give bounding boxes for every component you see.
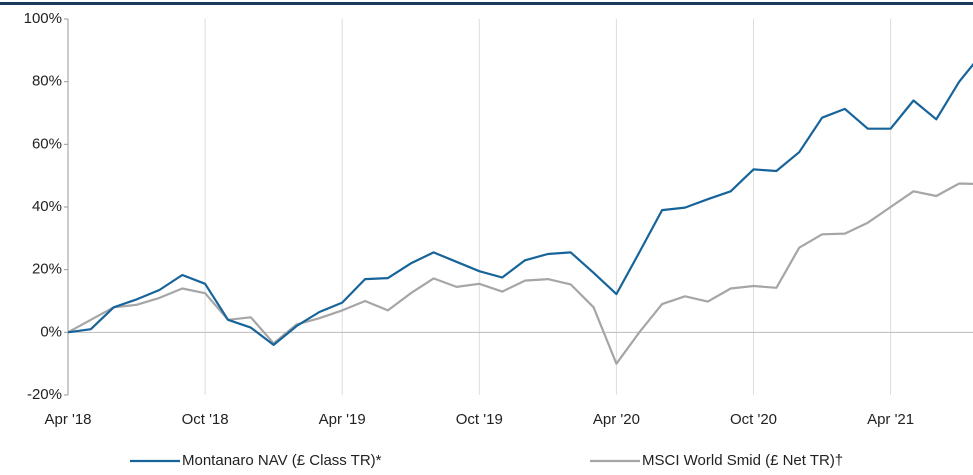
legend-label: MSCI World Smid (£ Net TR)† [642,452,843,469]
header-rule [0,2,973,5]
x-tick-label: Apr '20 [593,411,640,428]
y-tick-label: 100% [24,10,62,27]
x-tick-label: Apr '19 [319,411,366,428]
x-tick-label: Apr '18 [44,411,91,428]
x-tick-label: Oct '20 [730,411,777,428]
x-tick-label: Apr '21 [867,411,914,428]
y-tick-label: 60% [32,135,62,152]
y-tick-label: 20% [32,261,62,278]
series-line [67,182,973,365]
y-tick-label: 40% [32,198,62,215]
x-tick-label: Oct '19 [456,411,503,428]
x-tick-label: Oct '18 [182,411,229,428]
y-tick-label: 80% [32,73,62,90]
legend-label: Montanaro NAV (£ Class TR)* [182,452,382,469]
y-tick-label: 0% [40,323,62,340]
series-line [67,62,973,346]
y-tick-label: -20% [27,386,62,403]
